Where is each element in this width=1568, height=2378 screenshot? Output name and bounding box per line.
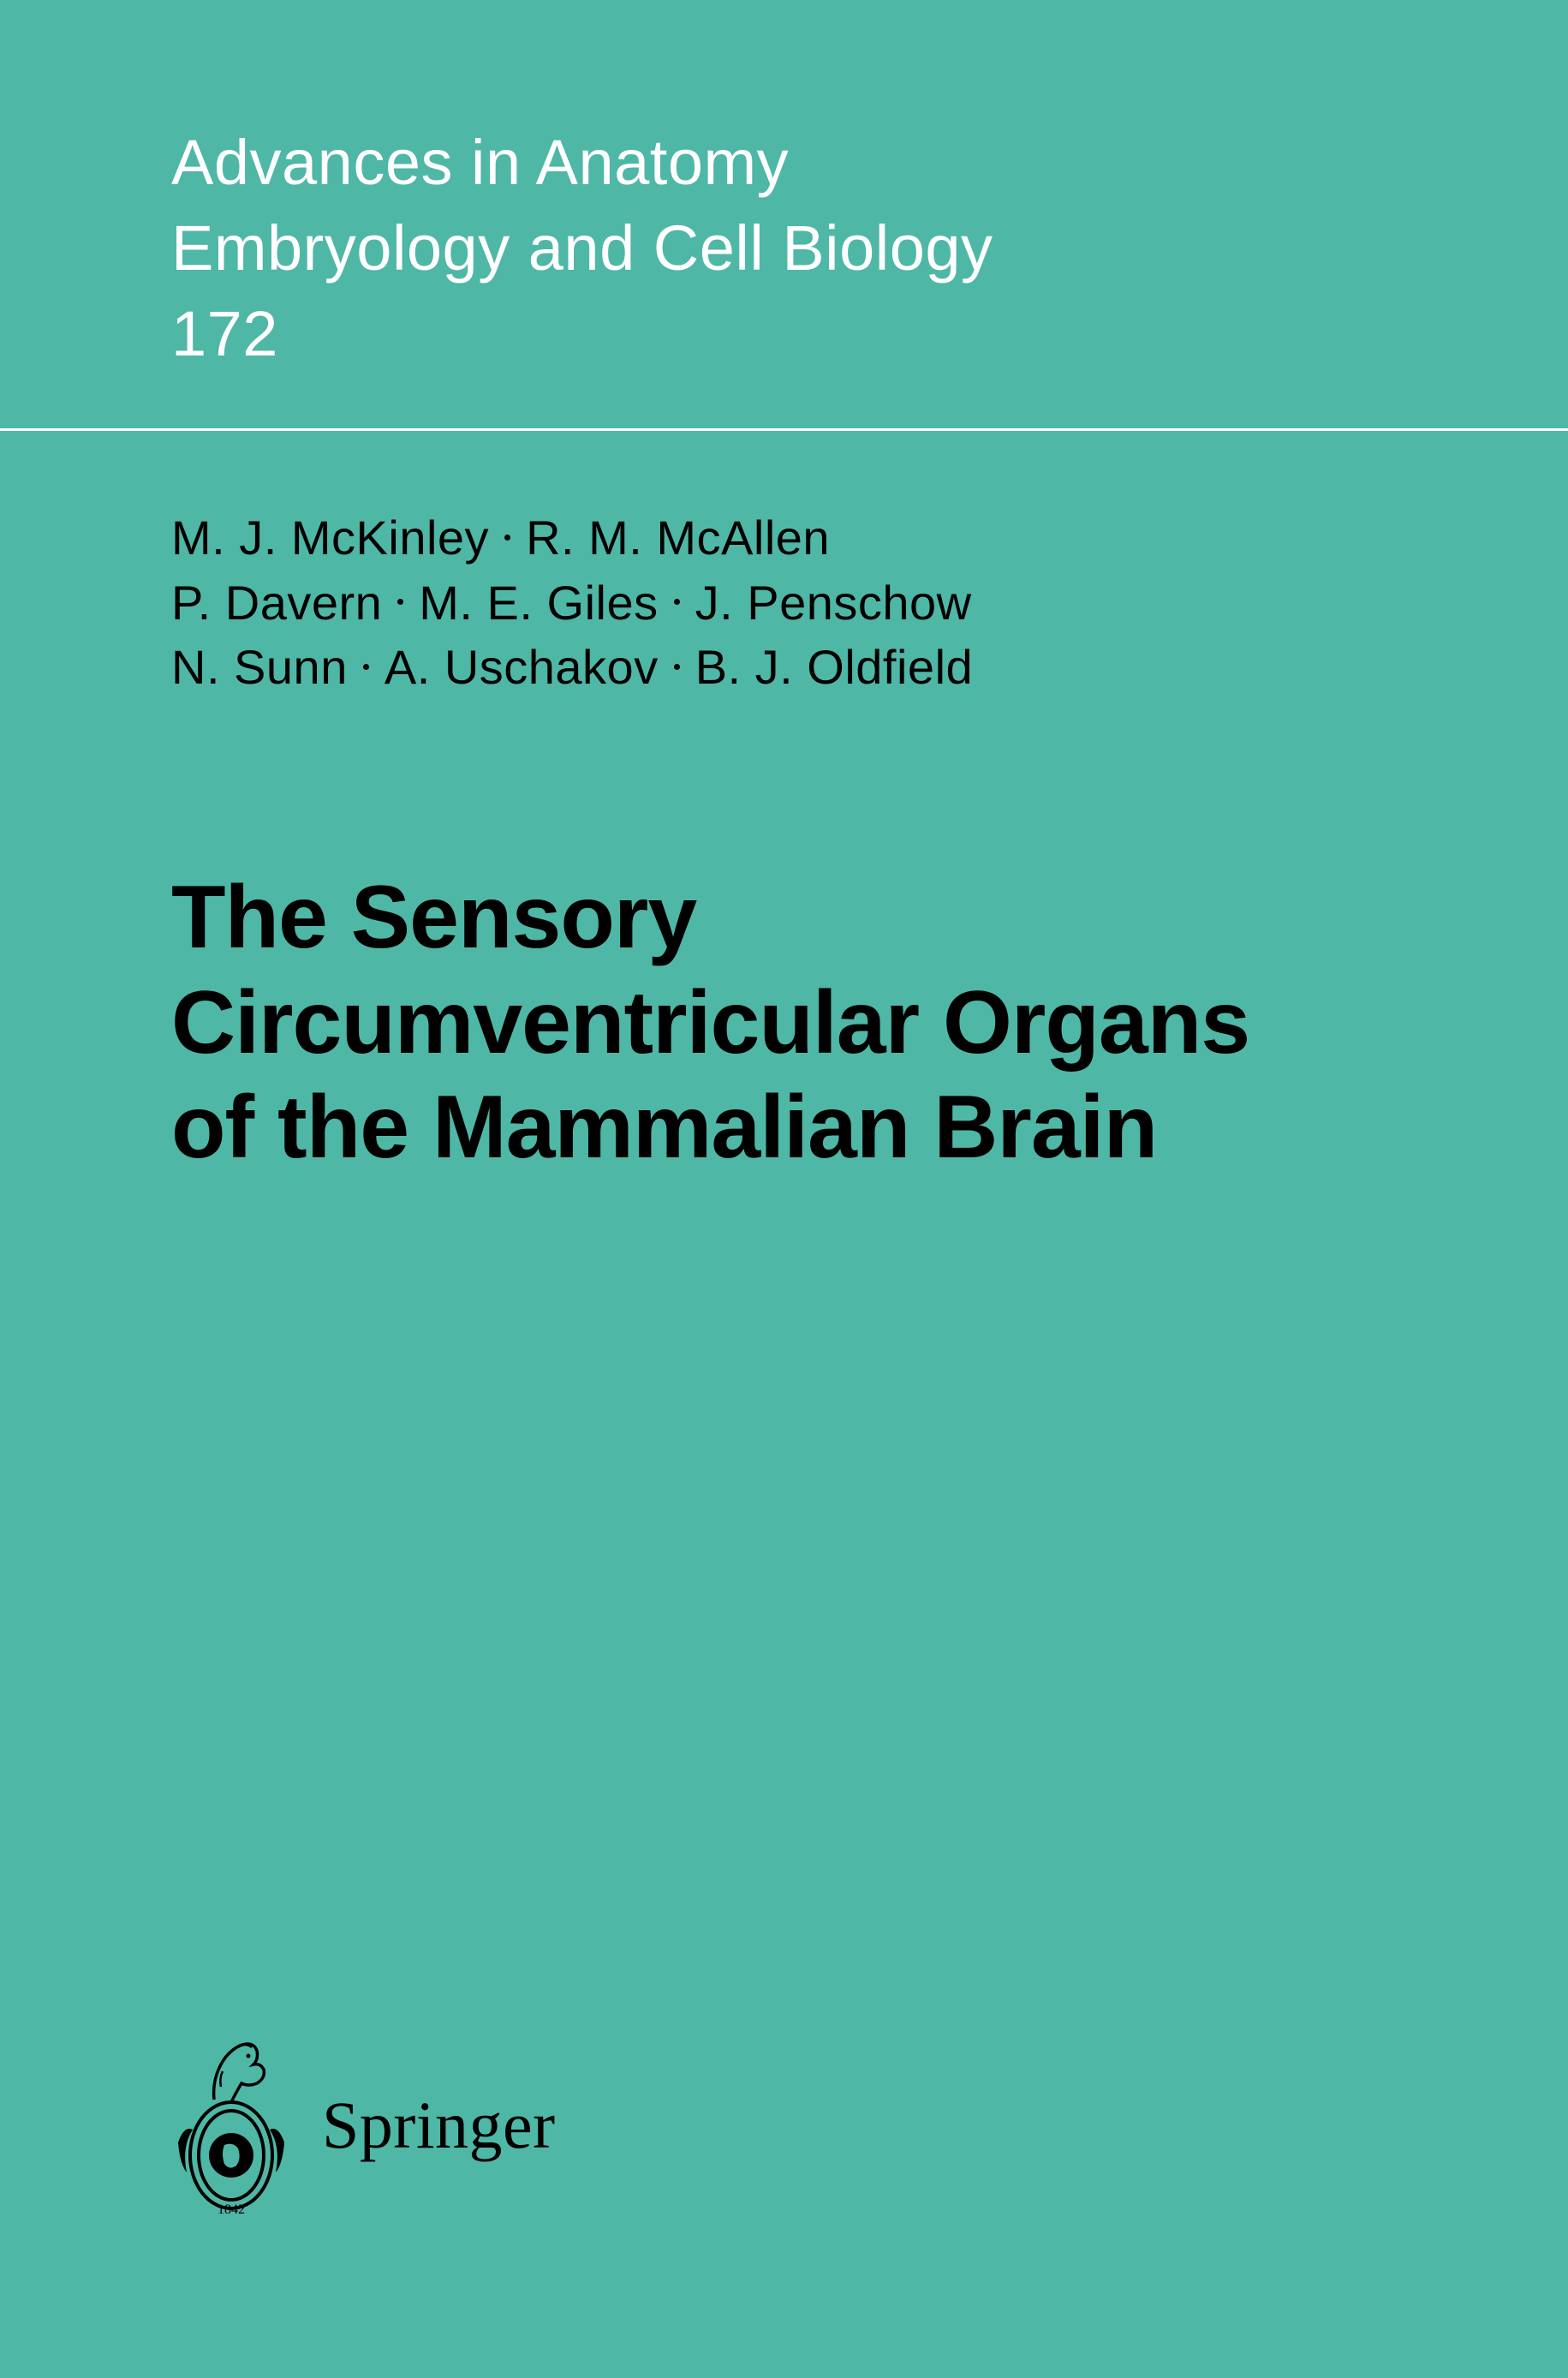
separator-dot-icon [397,599,403,605]
separator-dot-icon [674,599,680,605]
author-8: B. J. Oldfield [695,640,973,694]
authors-row-3: N. Sunn A. Uschakov B. J. Oldfield [171,635,973,700]
title-line-1: The Sensory [171,865,1249,971]
title-block: The Sensory Circumventricular Organs of … [171,865,1249,1180]
horizontal-divider [0,428,1568,431]
authors-row-1: M. J. McKinley R. M. McAllen [171,505,973,571]
author-1: M. J. McKinley [171,511,489,565]
series-line-1: Advances in Anatomy [171,120,993,206]
publisher-name: Springer [322,2087,556,2164]
separator-dot-icon [504,535,510,541]
author-2: R. M. McAllen [526,511,830,565]
series-line-2: Embryology and Cell Biology [171,206,993,291]
title-line-3: of the Mammalian Brain [171,1075,1249,1180]
author-4: M. E. Giles [419,576,658,630]
logo-year: 1842 [218,2202,245,2215]
author-6: N. Sunn [171,640,348,694]
separator-dot-icon [363,664,369,670]
publisher-block: S 1842 Springer [171,2035,556,2215]
authors-block: M. J. McKinleyR. M. McAllen P. DavernM. … [171,505,973,700]
author-3: P. Davern [171,576,382,630]
author-7: A. Uschakov [385,640,659,694]
title-line-2: Circumventricular Organs [171,971,1249,1076]
series-volume: 172 [171,291,993,377]
author-5: J. Penschow [695,576,972,630]
springer-logo-icon: S 1842 [171,2035,291,2215]
separator-dot-icon [674,664,680,670]
series-block: Advances in Anatomy Embryology and Cell … [171,120,993,377]
svg-text:S: S [223,2142,237,2170]
authors-row-2: P. Davern M. E. Giles J. Penschow [171,571,973,636]
